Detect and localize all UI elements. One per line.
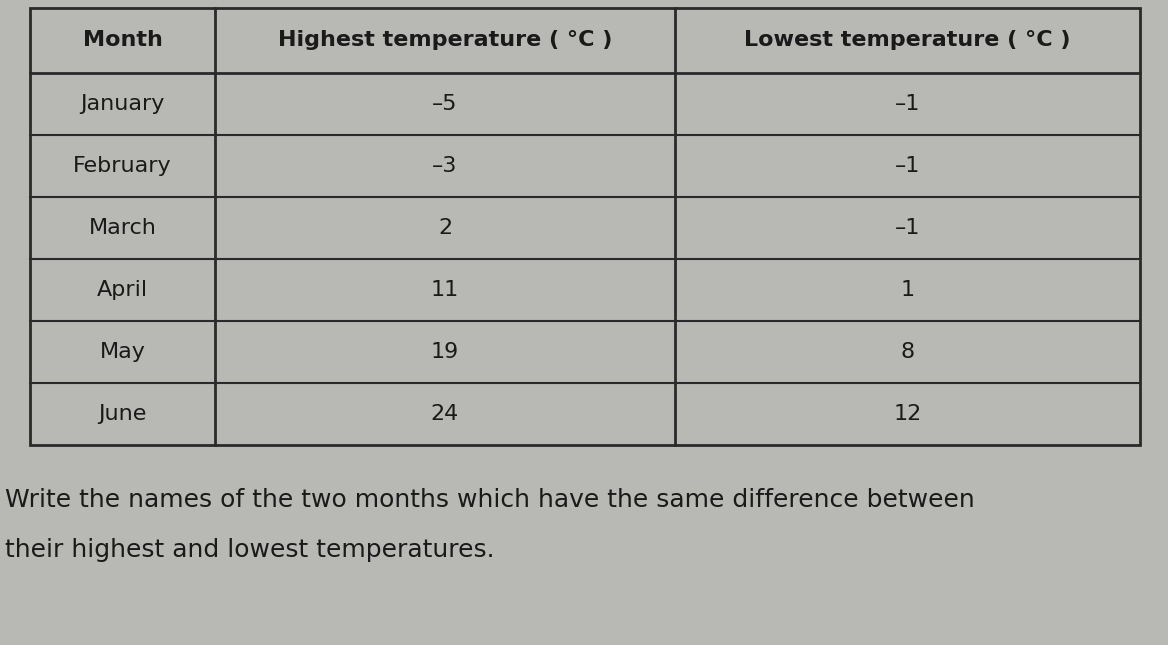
Text: April: April [97, 280, 148, 300]
Bar [30, 8, 1140, 445]
Text: 12: 12 [894, 404, 922, 424]
Text: Highest temperature ( °C ): Highest temperature ( °C ) [278, 30, 612, 50]
Text: 19: 19 [431, 342, 459, 362]
Text: June: June [98, 404, 147, 424]
Text: 2: 2 [438, 218, 452, 238]
Text: March: March [89, 218, 157, 238]
Text: 8: 8 [901, 342, 915, 362]
Text: 1: 1 [901, 280, 915, 300]
Text: January: January [81, 94, 165, 114]
Text: Lowest temperature ( °C ): Lowest temperature ( °C ) [744, 30, 1071, 50]
Text: Write the names of the two months which have the same difference between: Write the names of the two months which … [5, 488, 975, 512]
Text: Month: Month [83, 30, 162, 50]
Text: their highest and lowest temperatures.: their highest and lowest temperatures. [5, 538, 494, 562]
Text: –1: –1 [895, 94, 920, 114]
Text: –3: –3 [432, 156, 458, 176]
Text: May: May [99, 342, 146, 362]
Text: 24: 24 [431, 404, 459, 424]
Text: –1: –1 [895, 218, 920, 238]
Text: –1: –1 [895, 156, 920, 176]
Text: –5: –5 [432, 94, 458, 114]
Text: 11: 11 [431, 280, 459, 300]
Text: February: February [74, 156, 172, 176]
